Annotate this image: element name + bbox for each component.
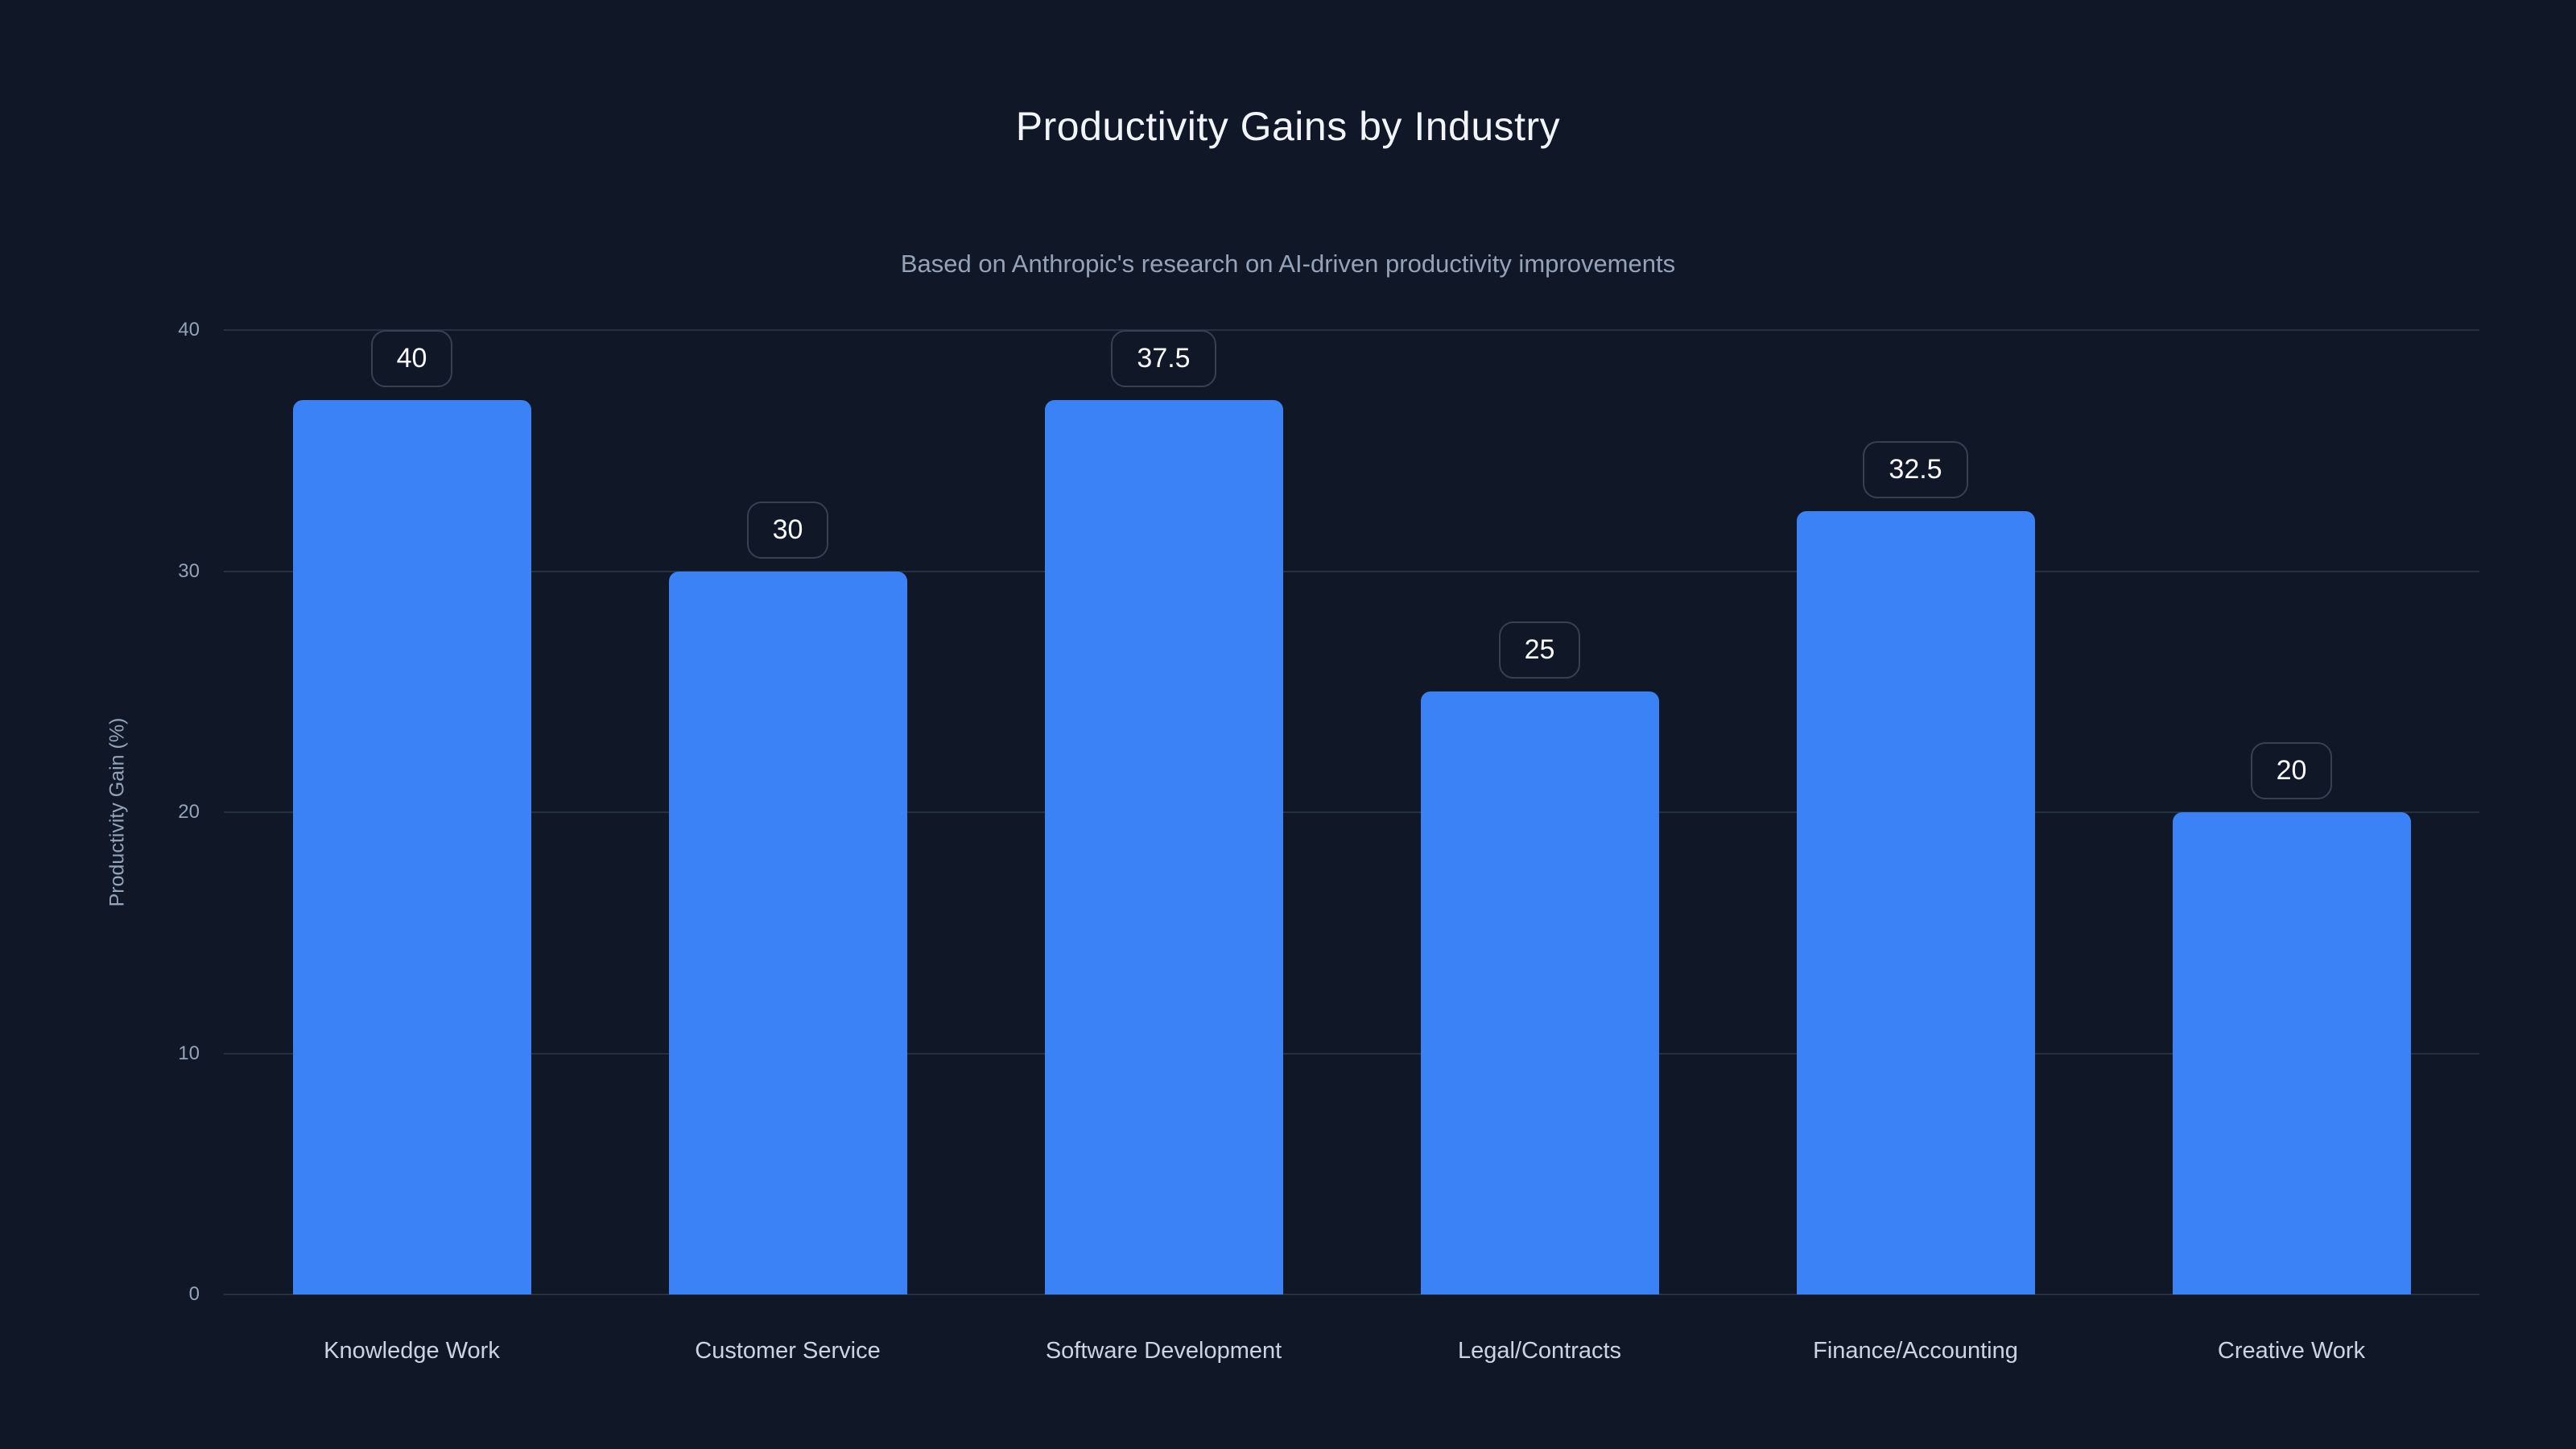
chart-title: Productivity Gains by Industry: [1015, 104, 1561, 149]
chart-subtitle: Based on Anthropic's research on AI-driv…: [900, 250, 1676, 278]
x-label-knowledge-work: Knowledge Work: [324, 1338, 500, 1364]
bar-group-legal-contracts: 25: [1352, 330, 1728, 1294]
y-tick-0: 0: [188, 1283, 200, 1305]
bar-group-creative-work: 20: [2103, 330, 2479, 1294]
x-label-legal-contracts: Legal/Contracts: [1457, 1338, 1622, 1364]
bar-legal-contracts: [1420, 691, 1659, 1294]
y-tick-10: 10: [178, 1042, 200, 1064]
bar-group-customer-service: 30: [600, 330, 976, 1294]
bar-creative-work: [2172, 812, 2411, 1294]
x-label-software-development: Software Development: [1045, 1338, 1282, 1364]
bar-customer-service: [668, 571, 907, 1294]
y-tick-20: 20: [178, 801, 200, 823]
gridline-30: [224, 570, 2479, 572]
bar-group-knowledge-work: 40: [224, 330, 600, 1294]
gridline-10: [224, 1052, 2479, 1055]
gridline-0: [224, 1294, 2479, 1295]
value-pill-customer-service: 30: [746, 501, 829, 559]
bar-knowledge-work: [292, 399, 531, 1294]
plot-area: 0 10 20 30 40 40 30 37.5 25 32.5 20 Knowledge Wor…: [178, 319, 2479, 1364]
value-pill-legal-contracts: 25: [1498, 621, 1581, 679]
y-axis-label: Productivity Gain (%): [105, 717, 129, 907]
x-axis-labels: Knowledge Work Customer Service Software D…: [224, 1338, 2479, 1364]
x-label-finance-accounting: Finance/Accounting: [1813, 1338, 2018, 1364]
bars-container: 40 30 37.5 25 32.5 20: [224, 330, 2479, 1294]
y-tick-30: 30: [178, 559, 200, 582]
bar-finance-accounting: [1796, 510, 2035, 1294]
bar-group-software-development: 37.5: [976, 330, 1352, 1294]
value-pill-knowledge-work: 40: [370, 330, 453, 387]
y-tick-40: 40: [178, 319, 200, 341]
bar-group-finance-accounting: 32.5: [1728, 330, 2103, 1294]
gridline-20: [224, 811, 2479, 813]
value-pill-creative-work: 20: [2250, 742, 2333, 799]
x-label-customer-service: Customer Service: [695, 1338, 881, 1364]
x-label-creative-work: Creative Work: [2217, 1338, 2366, 1364]
value-pill-software-development: 37.5: [1111, 330, 1216, 387]
value-pill-finance-accounting: 32.5: [1863, 440, 1968, 498]
gridline-40: [224, 329, 2479, 331]
bar-software-development: [1044, 399, 1283, 1294]
